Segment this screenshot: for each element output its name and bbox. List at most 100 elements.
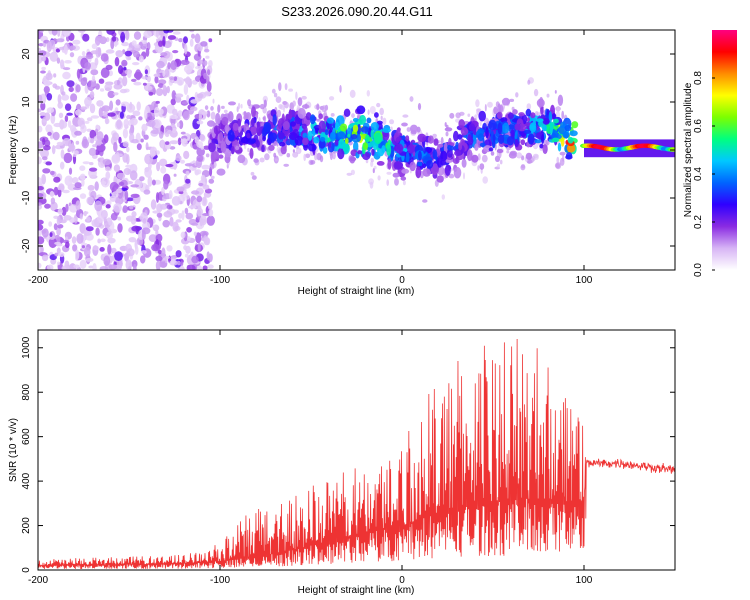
heatmap-cell	[251, 106, 256, 118]
heatmap-cell	[42, 168, 51, 174]
heatmap-cell	[493, 106, 498, 115]
heatmap-cell	[223, 109, 228, 113]
heatmap-cell	[423, 146, 427, 154]
heatmap-cell	[105, 118, 110, 125]
heatmap-cell	[175, 250, 182, 258]
heatmap-cell	[262, 95, 268, 103]
heatmap-cell	[172, 31, 181, 35]
heatmap-cell	[406, 127, 411, 132]
heatmap-cell	[187, 236, 191, 242]
heatmap-cell	[263, 99, 267, 108]
heatmap-cell	[136, 143, 142, 151]
heatmap-cell	[178, 120, 184, 130]
heatmap-cell	[189, 38, 194, 47]
heatmap-cell	[106, 30, 116, 35]
heatmap-cell	[422, 168, 431, 177]
heatmap-cell	[417, 133, 427, 143]
heatmap-cell	[272, 114, 277, 126]
heatmap-cell	[54, 252, 59, 257]
heatmap-cell	[490, 151, 495, 156]
heatmap-cell	[202, 196, 207, 206]
heatmap-cell	[130, 215, 137, 225]
heatmap-cell	[460, 127, 469, 136]
heatmap-cell	[176, 122, 181, 128]
heatmap-cell	[119, 88, 128, 94]
heatmap-cell	[156, 88, 164, 96]
heatmap-cell	[131, 211, 137, 218]
heatmap-cell	[173, 173, 177, 177]
heatmap-cell	[60, 120, 68, 129]
heatmap-cell	[303, 153, 307, 162]
heatmap-cell	[370, 161, 374, 167]
heatmap-cell	[57, 94, 62, 104]
heatmap-cell	[49, 51, 59, 62]
heatmap-cell	[449, 112, 455, 119]
heatmap-cell	[337, 131, 346, 140]
heatmap-cell	[285, 115, 293, 120]
heatmap-cell	[186, 195, 190, 200]
heatmap-cell	[144, 166, 153, 178]
heatmap-cell	[169, 140, 179, 145]
heatmap-cell	[410, 124, 418, 133]
heatmap-cell	[98, 107, 103, 118]
heatmap-cell	[50, 197, 56, 205]
heatmap-cell	[330, 113, 335, 117]
heatmap-cell	[220, 141, 227, 153]
heatmap-cell	[201, 213, 211, 217]
heatmap-cell	[253, 158, 259, 163]
heatmap-cell	[69, 52, 75, 58]
heatmap-cell	[53, 73, 57, 78]
heatmap-cell	[135, 69, 142, 81]
heatmap-cell	[256, 140, 260, 148]
heatmap-cell	[197, 242, 201, 252]
x-tick-label: -100	[210, 575, 230, 586]
heatmap-cell	[155, 260, 161, 270]
heatmap-cell	[56, 247, 61, 254]
heatmap-cell	[346, 127, 352, 136]
heatmap-cell	[232, 122, 239, 131]
heatmap-cell	[567, 136, 574, 144]
heatmap-cell	[264, 153, 270, 161]
heatmap-cell	[89, 91, 95, 99]
heatmap-cell	[377, 175, 381, 181]
heatmap-cell	[67, 120, 72, 128]
heatmap-cell	[43, 80, 51, 87]
heatmap-cell	[542, 118, 550, 125]
colorbar-tick-label: 0.2	[693, 215, 704, 229]
heatmap-cell	[468, 123, 476, 131]
heatmap-cell	[157, 79, 167, 85]
heatmap-cell	[231, 146, 235, 155]
heatmap-cell	[290, 121, 296, 127]
heatmap-cell	[184, 207, 189, 215]
heatmap-cell	[56, 215, 61, 226]
heatmap-cell	[155, 192, 160, 203]
heatmap-cell	[113, 203, 122, 213]
heatmap-cell	[149, 146, 158, 157]
heatmap-cell	[156, 212, 163, 218]
heatmap-cell	[326, 117, 335, 124]
heatmap-cell	[81, 138, 90, 149]
heatmap-cell	[62, 71, 71, 80]
heatmap-cell	[89, 162, 94, 166]
heatmap-cell	[437, 157, 443, 168]
heatmap-cell	[100, 238, 106, 243]
heatmap-cell	[38, 94, 43, 103]
heatmap-cell	[38, 224, 44, 231]
heatmap-cell	[193, 231, 197, 236]
heatmap-cell	[85, 226, 94, 232]
heatmap-cell	[88, 265, 94, 269]
heatmap-cell	[142, 217, 147, 224]
heatmap-cell	[118, 181, 125, 186]
heatmap-cell	[556, 156, 560, 164]
heatmap-cell	[526, 103, 532, 110]
heatmap-cell	[183, 65, 193, 74]
heatmap-cell	[65, 241, 70, 249]
heatmap-cell	[213, 125, 221, 135]
colorbar: 0.0 0.2 0.4 0.6 0.8 Normalized spectral ampl…	[683, 30, 737, 277]
heatmap-cell	[204, 105, 209, 110]
heatmap-cell	[144, 153, 154, 165]
heatmap-cell	[157, 68, 161, 73]
heatmap-cell	[49, 232, 53, 238]
heatmap-cell	[475, 99, 480, 108]
heatmap-cell	[131, 225, 141, 232]
